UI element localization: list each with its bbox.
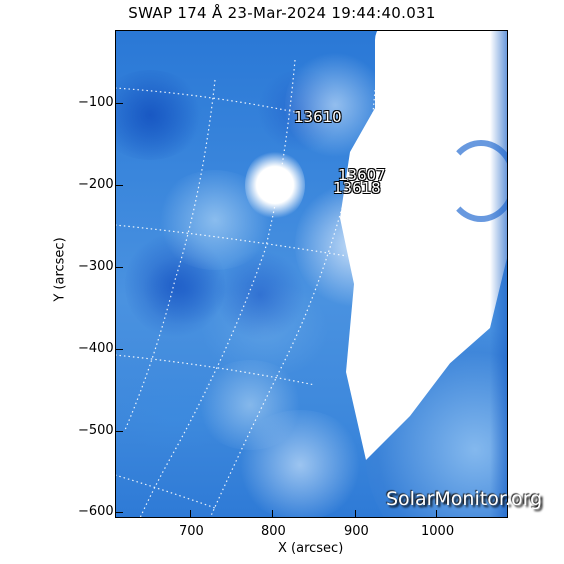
- y-tick: [115, 103, 123, 104]
- solar-image: [115, 30, 508, 518]
- dark-region: [115, 70, 205, 160]
- x-tick: [436, 510, 437, 518]
- image-title: SWAP 174 Å 23-Mar-2024 19:44:40.031: [128, 4, 436, 22]
- heliographic-grid: [115, 59, 376, 518]
- x-tick: [355, 510, 356, 518]
- watermark-text: SolarMonitor.org: [386, 488, 543, 510]
- x-tick-label: 800: [261, 524, 286, 539]
- x-tick-label: 900: [344, 524, 369, 539]
- y-tick: [115, 431, 123, 432]
- y-tick: [115, 185, 123, 186]
- x-tick: [190, 510, 191, 518]
- active-region-label: 13607: [338, 166, 386, 184]
- x-axis-title: X (arcsec): [278, 541, 344, 556]
- active-region-label: 13610: [294, 108, 342, 126]
- y-tick: [115, 512, 123, 513]
- y-tick-label: −600: [78, 504, 114, 519]
- coronal-loop: [445, 140, 508, 222]
- y-tick-label: −200: [78, 177, 114, 192]
- x-tick-label: 1000: [421, 524, 455, 539]
- y-axis-title: Y (arcsec): [52, 237, 68, 302]
- y-tick: [115, 267, 123, 268]
- edge-band: [490, 30, 508, 518]
- y-tick-label: −500: [78, 423, 114, 438]
- x-tick: [272, 510, 273, 518]
- y-tick-label: −400: [78, 341, 114, 356]
- y-tick: [115, 349, 123, 350]
- y-tick-label: −100: [78, 95, 114, 110]
- bright-patch: [235, 410, 365, 518]
- y-tick-label: −300: [78, 259, 114, 274]
- bright-core: [245, 150, 305, 220]
- x-tick-label: 700: [179, 524, 204, 539]
- active-region-label: 13618: [333, 179, 381, 197]
